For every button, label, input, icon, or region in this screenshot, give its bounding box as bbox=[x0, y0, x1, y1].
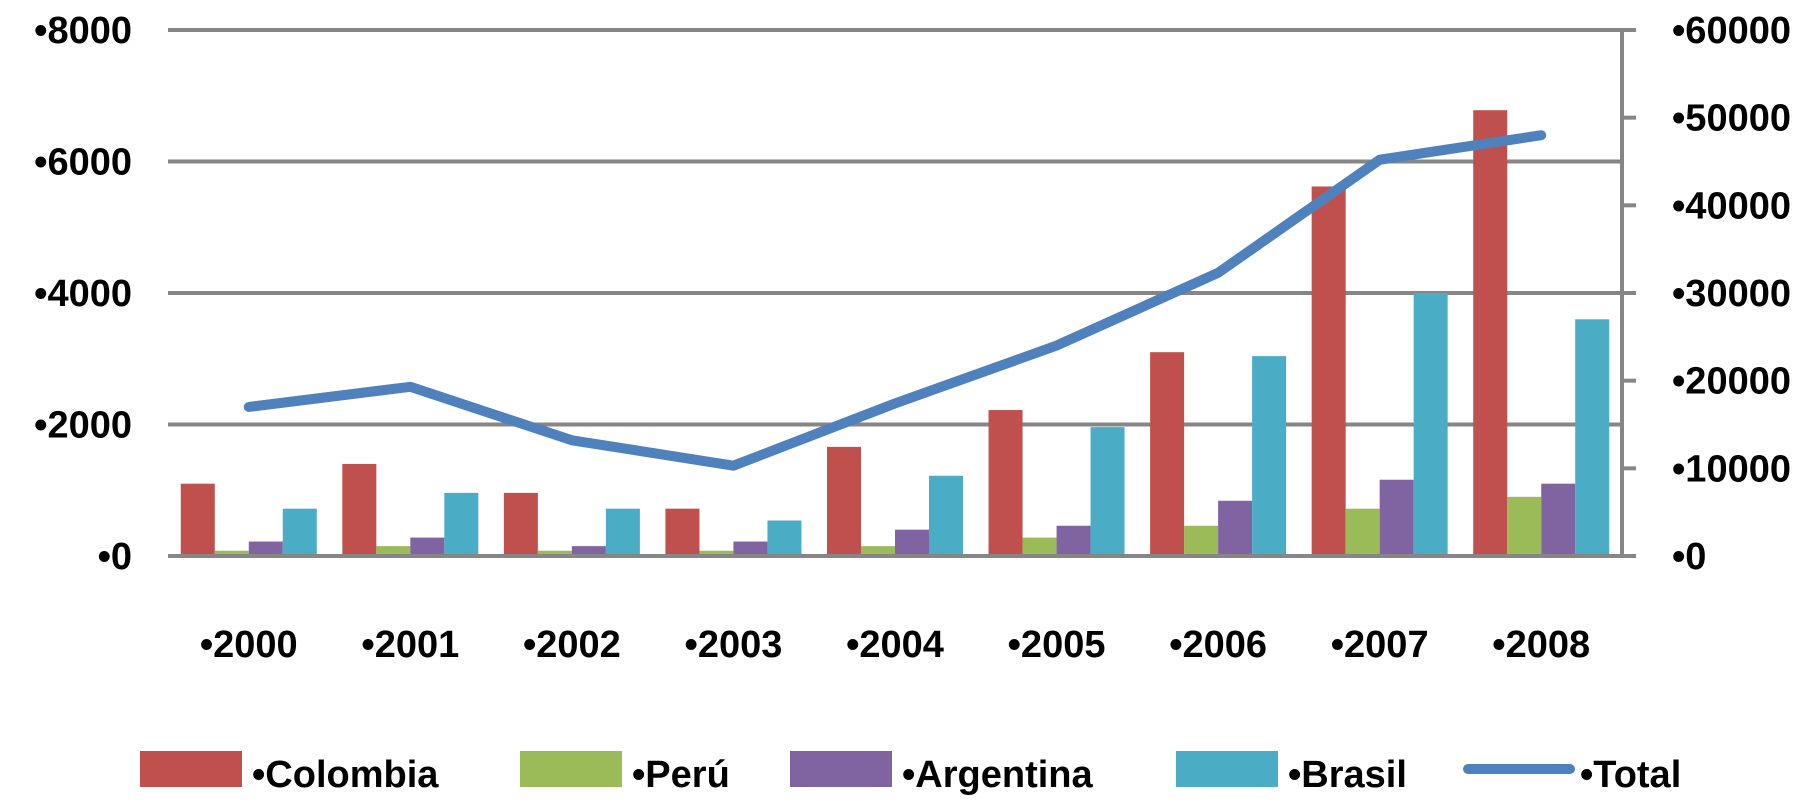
bar-brasil bbox=[767, 520, 802, 556]
total-line-series bbox=[243, 130, 1547, 471]
x-tick-label: •2006 bbox=[1169, 624, 1267, 666]
bar-argentina bbox=[1379, 479, 1414, 556]
bar-brasil bbox=[1413, 293, 1448, 556]
bar-brasil bbox=[1090, 427, 1125, 556]
x-tick-label: •2003 bbox=[685, 624, 783, 666]
x-tick-label: •2004 bbox=[846, 624, 944, 666]
bar-argentina bbox=[1218, 500, 1253, 556]
bar-argentina bbox=[1056, 525, 1091, 556]
left-tick-label: •6000 bbox=[34, 142, 132, 184]
right-tick-label: •20000 bbox=[1672, 361, 1791, 403]
left-tick-label: •4000 bbox=[34, 273, 132, 315]
bar-colombia bbox=[988, 410, 1023, 556]
bar-brasil bbox=[605, 508, 640, 556]
bar-argentina bbox=[410, 537, 445, 556]
bar-per bbox=[1184, 525, 1219, 556]
legend-swatch-colombia bbox=[140, 751, 242, 787]
right-tick-label: •0 bbox=[1672, 536, 1706, 578]
legend-swatch-per bbox=[520, 751, 622, 787]
bar-colombia bbox=[1311, 186, 1346, 557]
right-tick-label: •10000 bbox=[1672, 448, 1791, 490]
bar-colombia bbox=[1150, 352, 1185, 556]
line-total bbox=[243, 130, 1547, 471]
left-tick-label: •0 bbox=[98, 536, 132, 578]
bar-argentina bbox=[571, 546, 606, 556]
axes bbox=[168, 28, 1636, 558]
left-tick-label: •8000 bbox=[34, 10, 132, 52]
bar-brasil bbox=[282, 508, 317, 556]
bar-per bbox=[699, 550, 734, 556]
gridlines bbox=[168, 28, 1622, 427]
legend-label-per: •Perú bbox=[632, 754, 730, 796]
bar-argentina bbox=[1541, 483, 1576, 556]
x-tick-label: •2002 bbox=[523, 624, 621, 666]
bar-colombia bbox=[1473, 110, 1508, 556]
left-tick-label: •2000 bbox=[34, 405, 132, 447]
x-tick-label: •2000 bbox=[200, 624, 298, 666]
x-axis-ticks: •2000 •2001 •2002 •2003 •2004 •2005 •2006 •2007… bbox=[200, 624, 1590, 666]
bar-argentina bbox=[248, 541, 283, 556]
bar-colombia bbox=[665, 508, 700, 556]
bar-argentina bbox=[733, 541, 768, 556]
bar-per bbox=[1345, 508, 1380, 556]
bar-per bbox=[1507, 496, 1542, 556]
bar-per bbox=[376, 546, 411, 556]
bar-per bbox=[537, 550, 572, 556]
bar-per bbox=[861, 546, 895, 556]
bar-per bbox=[214, 550, 249, 556]
x-tick-label: •2008 bbox=[1492, 624, 1590, 666]
bar-brasil bbox=[1252, 356, 1287, 556]
bar-colombia bbox=[180, 483, 215, 556]
legend-label-argentina: •Argentina bbox=[902, 754, 1094, 796]
bar-argentina bbox=[895, 529, 929, 556]
legend-swatch-brasil bbox=[1176, 751, 1278, 787]
bar-colombia bbox=[827, 446, 861, 556]
bar-per bbox=[1022, 537, 1057, 556]
right-tick-label: •40000 bbox=[1672, 185, 1791, 227]
right-tick-label: •50000 bbox=[1672, 98, 1791, 140]
bar-series bbox=[180, 110, 1610, 557]
right-tick-label: •60000 bbox=[1672, 10, 1791, 52]
left-y-axis-ticks: •0 •2000 •4000 •6000 •8000 bbox=[34, 10, 132, 578]
legend: •Colombia •Perú •Argentina •Brasil •Total bbox=[140, 751, 1681, 796]
x-tick-label: •2001 bbox=[361, 624, 459, 666]
right-y-axis-ticks: •0 •10000 •20000 •30000 •40000 •50000 •60000 bbox=[1672, 10, 1791, 578]
bar-brasil bbox=[929, 475, 963, 556]
legend-label-brasil: •Brasil bbox=[1288, 754, 1407, 796]
bar-brasil bbox=[444, 492, 479, 556]
bar-brasil bbox=[1575, 319, 1610, 556]
legend-swatch-argentina bbox=[790, 751, 892, 787]
bar-colombia bbox=[503, 492, 538, 556]
right-tick-label: •30000 bbox=[1672, 273, 1791, 315]
legend-label-colombia: •Colombia bbox=[252, 754, 439, 796]
x-tick-label: •2007 bbox=[1331, 624, 1429, 666]
x-tick-label: •2005 bbox=[1008, 624, 1106, 666]
bar-colombia bbox=[342, 463, 377, 556]
legend-label-total: •Total bbox=[1580, 754, 1681, 796]
